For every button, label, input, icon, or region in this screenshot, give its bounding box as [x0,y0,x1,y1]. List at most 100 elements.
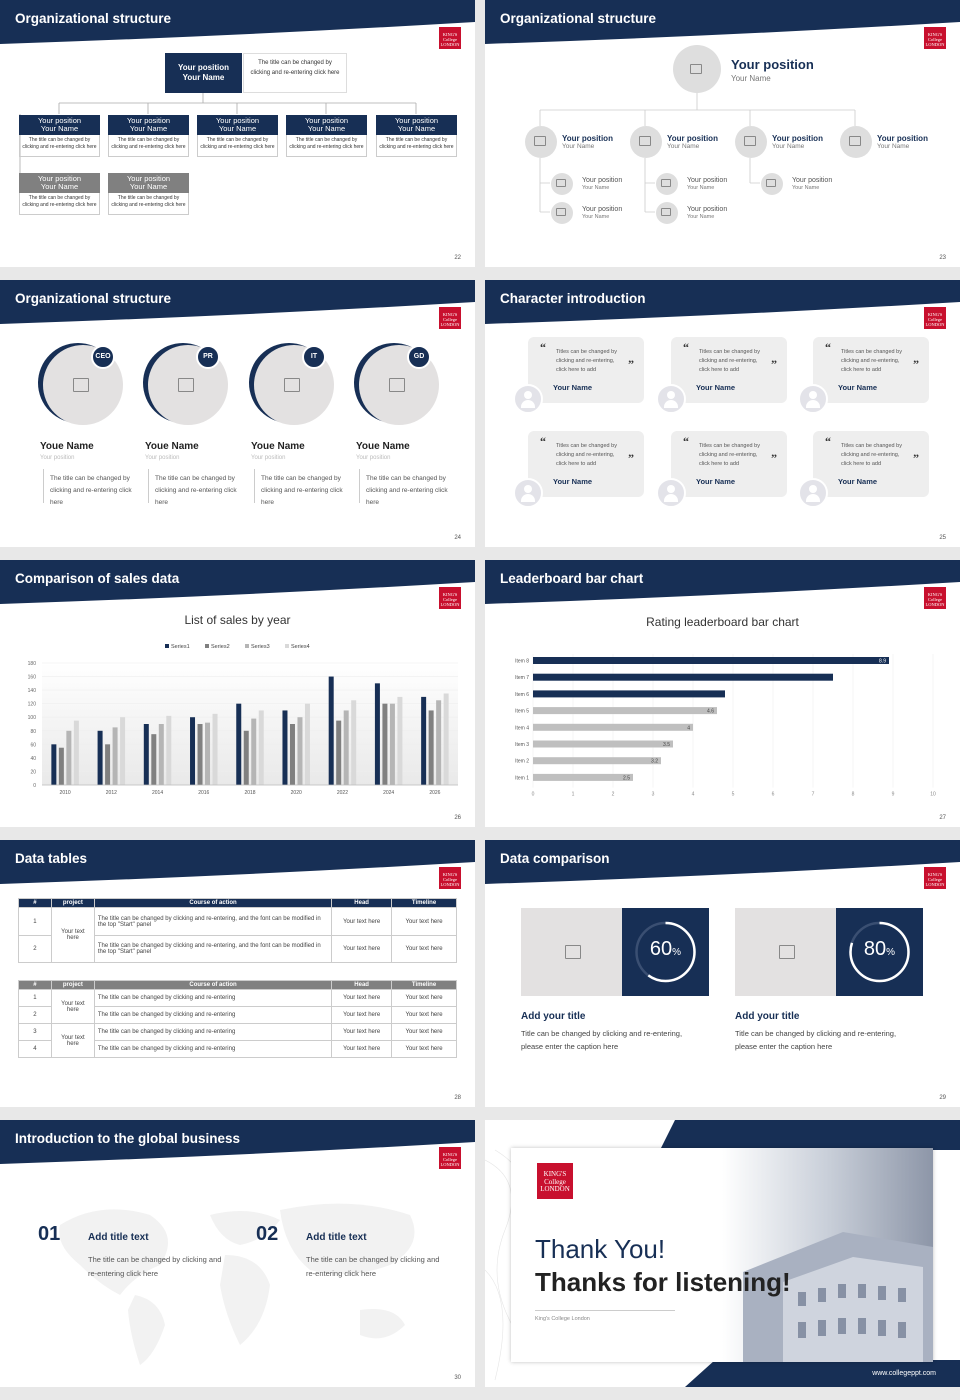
close-quote-icon: ” [771,357,777,371]
slide-org-structure-1[interactable]: Organizational structure KING'S College LO… [0,0,475,267]
role-badge: CEO [91,345,115,369]
avatar-circle-small [551,202,573,224]
quote-bubble: “ ” Titles can be changed by clicking and … [528,431,644,497]
kings-logo: KING'S College LONDON [438,26,462,50]
quote-text: Titles can be changed by clicking and re… [699,443,760,467]
cell-time: Your text here [391,935,457,963]
member-desc: The title can be changed by clicking and… [366,475,448,506]
slide-global-business[interactable]: Introduction to the global business KING… [0,1120,475,1387]
percentage-panel: 80% [836,908,923,996]
y-tick-label: Item 8 [515,659,529,665]
slide-thank-you[interactable]: KING'S College LONDON Thank You! Thanks fo… [485,1120,960,1387]
avatar-head [524,391,532,399]
percentage-label: 80% [836,938,923,961]
org-box-title: Your position [394,116,439,125]
page-number: 26 [454,815,461,821]
bar-item-2 [533,757,661,765]
slide-title: Leaderboard bar chart [500,571,644,586]
comparison-card: 80% Add your title Title can be changed by… [735,908,923,1051]
world-map-graphic [59,1203,415,1365]
bar-series4-2018 [258,710,264,785]
slide-title: Data comparison [500,851,610,866]
open-quote-icon: “ [683,434,689,448]
plot-area [42,663,458,785]
page-number: 25 [939,535,946,541]
avatar-body [664,494,678,502]
slide-sales-comparison[interactable]: Comparison of sales data KING'S College LO… [0,560,475,827]
slide-title: Organizational structure [500,11,657,26]
bar-series1-2026 [421,696,427,785]
website-url[interactable]: www.collegeppt.com [872,1370,936,1377]
cell-num: 3 [18,1023,52,1041]
cell-num: 1 [18,907,52,936]
slide-title: Organizational structure [15,291,172,306]
cell-project: Your text here [50,989,95,1024]
character-name: Your Name [696,383,736,392]
org-box-header: Your position Your Name [197,115,278,135]
position-name: Your Name [877,143,910,150]
table-row: 3 Your text here The title can be change… [18,1023,457,1058]
kings-logo: KING'S College LONDON [438,866,462,890]
open-quote-icon: “ [540,434,546,448]
chart-title: List of sales by year [184,613,291,627]
character-name: Your Name [553,383,593,392]
divider-line [148,469,149,503]
x-tick-label: 1 [572,792,575,798]
org-box-desc: The title can be changed by clicking and… [108,135,189,157]
comparison-desc: Title can be changed by clicking and re-… [735,1029,897,1051]
cell-project: Your text here [50,907,95,963]
avatar-head [667,391,675,399]
image-placeholder-icon [73,378,89,392]
slide-data-tables[interactable]: Data tables KING'S College LONDON # projec… [0,840,475,1107]
bar-series2-2018 [243,730,249,785]
avatar-circle-small [656,173,678,195]
org-box-header: Your position Your Name [19,173,100,193]
member-name: Youe Name [251,441,305,452]
slide-header: Leaderboard bar chart KING'S College LONDO… [485,560,960,610]
kings-logo: KING'S College LONDON [438,306,462,330]
y-tick-label: Item 2 [515,759,529,765]
quote-bubble: “ ” Titles can be changed by clicking and … [671,431,787,497]
quote-text: Titles can be changed by clicking and re… [556,443,617,467]
image-placeholder-icon [661,179,671,187]
slide-leaderboard[interactable]: Leaderboard bar chart KING'S College LONDO… [485,560,960,827]
top-position-name: Your Name [731,74,771,83]
image-placeholder [521,908,622,996]
bar-series1-2014 [143,724,149,785]
position-title: Your position [667,134,718,143]
slide-header: Data tables KING'S College LONDON [0,840,475,890]
x-tick-label: 2018 [244,790,255,796]
col-num: # [18,980,52,990]
slide-character-intro[interactable]: Character introduction KING'S College LOND… [485,280,960,547]
bar-series3-2022 [343,710,349,785]
slide-org-structure-2[interactable]: Organizational structure KING'S College LO… [485,0,960,267]
quote-text: Titles can be changed by clicking and re… [841,349,902,373]
bar-item-8 [533,657,889,664]
bar-series1-2010 [51,744,57,785]
org-position-box: Your position Your Name The title can be c… [376,115,457,157]
slide-header: Organizational structure KING'S College LO… [0,0,475,50]
avatar-circle [735,126,767,158]
image-placeholder [735,908,836,996]
thanks-line-1: Thank You! [535,1234,666,1264]
org-box-header: Your position Your Name [286,115,367,135]
cell-time: Your text here [391,1023,457,1041]
x-tick-label: 2020 [291,790,302,796]
slide-org-structure-3[interactable]: Organizational structure KING'S College LO… [0,280,475,547]
org-box-name: Your Name [397,124,436,133]
member-desc: The title can be changed by clicking and… [155,475,237,506]
item-number: 01 [38,1223,61,1245]
y-tick-label: 180 [28,661,37,667]
kings-logo: KING'S College LONDON [438,586,462,610]
y-tick-label: 140 [28,688,37,694]
member-name: Youe Name [145,441,199,452]
user-avatar-icon [513,384,543,414]
slide-data-comparison[interactable]: Data comparison KING'S College LONDON 60% A… [485,840,960,1107]
bar-series1-2024 [374,683,380,785]
character-name: Your Name [838,383,878,392]
bar-series4-2010 [73,720,79,785]
quote-text: Titles can be changed by clicking and re… [556,349,617,373]
comparison-desc: Title can be changed by clicking and re-… [521,1029,683,1051]
position-name: Your Name [687,214,715,220]
divider-line [359,469,360,503]
